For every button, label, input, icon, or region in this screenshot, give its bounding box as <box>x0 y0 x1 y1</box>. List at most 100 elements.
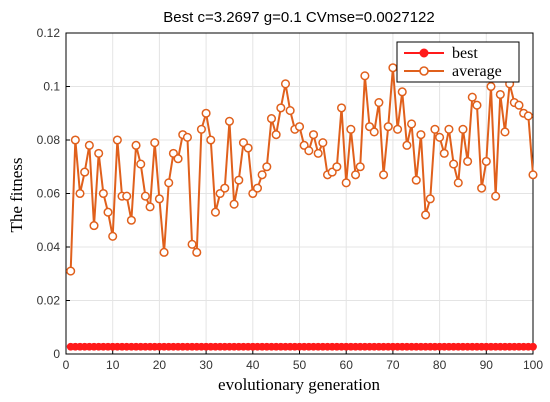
data-point-average <box>210 207 220 217</box>
y-tick-label: 0.02 <box>37 294 61 308</box>
data-point-average <box>491 191 501 201</box>
y-tick-label: 0.06 <box>37 187 61 201</box>
data-point-average <box>341 178 351 188</box>
x-tick-label: 70 <box>386 358 400 372</box>
data-point-average <box>449 159 459 169</box>
data-point-average <box>243 143 253 153</box>
legend-average-marker <box>419 66 429 76</box>
data-point-average <box>397 87 407 97</box>
y-tick-label: 0 <box>53 347 60 361</box>
x-tick-label: 10 <box>106 358 120 372</box>
x-tick-label: 30 <box>199 358 213 372</box>
y-tick-label: 0.1 <box>43 80 60 94</box>
y-tick-label: 0.12 <box>37 26 61 40</box>
data-point-average <box>318 138 328 148</box>
data-point-average <box>75 188 85 199</box>
data-point-average <box>360 71 370 81</box>
data-point-average <box>159 247 169 257</box>
data-point-average <box>453 178 463 188</box>
data-point-average <box>444 124 454 134</box>
data-point-average <box>495 89 505 100</box>
data-point-average <box>439 148 449 158</box>
data-point-average <box>528 170 538 180</box>
data-point-average <box>229 199 239 209</box>
legend-box <box>396 41 520 83</box>
data-point-average <box>477 183 487 193</box>
data-point-average <box>89 221 99 231</box>
x-tick-label: 40 <box>246 358 260 372</box>
data-point-average <box>70 135 80 145</box>
data-point-average <box>374 98 384 108</box>
series-best <box>66 342 537 351</box>
data-point-average <box>467 92 477 102</box>
data-point-average <box>182 132 192 142</box>
data-point-average <box>108 231 118 241</box>
data-point-average <box>411 175 421 185</box>
data-point-average <box>500 127 510 137</box>
data-point-average <box>103 207 113 217</box>
x-tick-label: 60 <box>340 358 354 372</box>
data-point-average <box>388 63 398 73</box>
chart-title: Best c=3.2697 g=0.1 CVmse=0.0027122 <box>163 9 434 26</box>
y-axis-label: The fitness <box>7 157 26 232</box>
legend: best average <box>396 41 520 83</box>
data-point-average <box>383 122 393 132</box>
x-tick-label: 50 <box>293 358 307 372</box>
data-point-average <box>458 124 468 134</box>
data-point-average <box>98 188 108 199</box>
data-point-average <box>164 178 174 188</box>
data-point-average <box>280 79 291 89</box>
data-point-average <box>304 146 314 156</box>
data-point-average <box>140 191 150 201</box>
x-axis-ticks: 0 10 20 30 40 50 60 70 80 90 100 <box>63 350 543 372</box>
data-point-average <box>187 239 197 249</box>
data-point-average <box>407 119 417 129</box>
data-point-average <box>332 162 342 172</box>
x-tick-label: 100 <box>523 358 543 372</box>
data-point-average <box>421 210 431 220</box>
data-point-average <box>276 103 286 113</box>
data-point-average <box>379 170 389 180</box>
data-point-average <box>150 138 160 148</box>
data-point-average <box>131 140 141 150</box>
y-tick-label: 0.04 <box>37 240 61 254</box>
data-point-average <box>350 170 361 180</box>
data-point-average <box>430 124 440 134</box>
data-point-average <box>285 106 295 116</box>
data-point-average <box>234 175 244 185</box>
data-point-average <box>201 108 211 118</box>
data-point-average <box>346 124 356 134</box>
legend-best-label: best <box>452 45 478 62</box>
data-point-average <box>313 148 323 158</box>
x-tick-label: 20 <box>153 358 167 372</box>
data-point-average <box>112 135 122 145</box>
y-tick-label: 0.08 <box>37 133 61 147</box>
data-point-best <box>529 342 537 351</box>
data-point-average <box>523 111 533 121</box>
x-tick-label: 80 <box>433 358 447 372</box>
data-point-average <box>224 116 234 126</box>
series-layer <box>66 63 538 351</box>
data-point-average <box>66 266 76 276</box>
data-point-average <box>481 156 491 166</box>
data-point-average <box>206 135 216 145</box>
data-point-average <box>122 191 132 201</box>
data-point-average <box>173 154 183 164</box>
data-point-average <box>257 170 267 180</box>
data-point-average <box>435 132 445 142</box>
y-axis-ticks: 0 0.02 0.04 0.06 0.08 0.1 0.12 <box>37 26 70 361</box>
data-point-average <box>266 114 277 124</box>
data-point-average <box>486 81 496 92</box>
data-point-average <box>126 215 136 225</box>
data-point-average <box>402 140 412 150</box>
data-point-average <box>369 127 379 137</box>
data-point-average <box>220 183 230 193</box>
data-point-average <box>514 100 524 110</box>
x-tick-label: 0 <box>63 358 70 372</box>
data-point-average <box>252 183 263 193</box>
data-point-average <box>425 194 435 204</box>
data-point-average <box>196 124 206 134</box>
data-point-average <box>136 159 146 169</box>
data-point-average <box>94 148 104 158</box>
